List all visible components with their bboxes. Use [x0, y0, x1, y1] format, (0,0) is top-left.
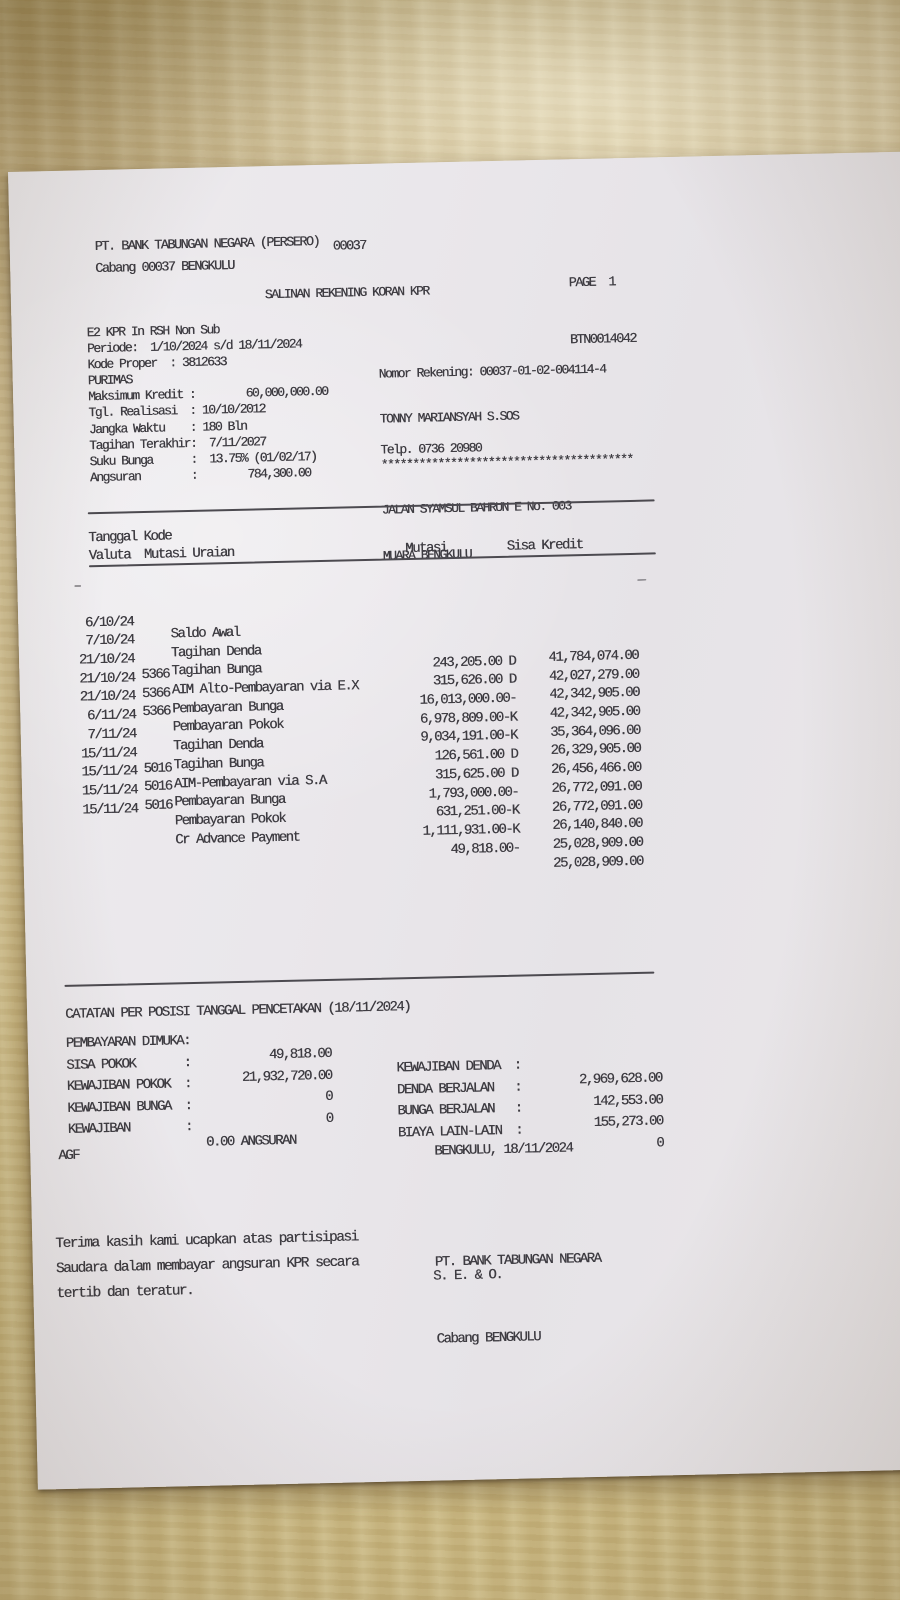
signature-block: PT. BANK TABUNGAN NEGARA Cabang BENGKULU [433, 1196, 603, 1404]
txn-balance: 26,140,840.00 [552, 815, 643, 835]
transaction-table: Saldo Awal 41,784,074.00 6/10/24 Tagihan… [17, 568, 643, 871]
summary-top-rule [64, 971, 655, 987]
txn-amount: 49,818.00- [450, 840, 520, 858]
table-header-line1: Tanggal Kode [88, 528, 172, 547]
table-header-sisa-kredit: Sisa Kredit [506, 537, 583, 555]
account-number-line: Nomor Rekening: 00037-01-02-004114-4 [378, 361, 606, 382]
txn-amount: 631,251.00-K [435, 802, 519, 821]
summary-right-label: BIAYA LAIN-LAIN : [397, 1122, 523, 1141]
txn-date: 15/11/24 [82, 800, 138, 819]
txn-balance: 26,772,091.00 [551, 797, 642, 816]
signature-branch: Cabang BENGKULU [436, 1328, 541, 1348]
document-title: SALINAN REKENING KORAN KPR [264, 283, 429, 303]
txn-date [68, 595, 133, 596]
txn-description: Cr Advance Payment [175, 829, 300, 848]
txn-balance: 25,028,909.00 [552, 853, 643, 872]
txn-amount: 1,111,931.00-K [422, 821, 520, 840]
txn-balance: 25,028,909.00 [552, 834, 643, 853]
phone-line: Telp. 0736 20980 [380, 440, 482, 458]
loan-info-left: E2 KPR In RSH Non Sub Periode: 1/10/2024 … [86, 320, 329, 486]
txn-description: Pembayaran Pokok [174, 810, 286, 830]
stray-dash-mark: – [73, 578, 81, 595]
summary-left-value: 0.00 ANGSURAN [205, 1132, 296, 1151]
summary-table: PEMBAYARAN DIMUKA: 49,818.00 KEWAJIBAN D… [65, 1006, 664, 1151]
table-header-line2: Valuta Mutasi Uraian [88, 544, 234, 565]
summary-left-label: KEWAJIBAN : [67, 1119, 193, 1138]
branch-code: 00037 [332, 238, 366, 255]
place-date-line: BENGKULU, 18/11/2024 [434, 1140, 573, 1160]
stray-underscore-mark: _ [637, 567, 645, 584]
bank-statement-paper: PT. BANK TABUNGAN NEGARA (PERSERO) Caban… [8, 151, 900, 1490]
agf-label: AGF [58, 1147, 80, 1165]
seo-label: S. E. & O. [432, 1267, 503, 1285]
bank-name-line: PT. BANK TABUNGAN NEGARA (PERSERO) [94, 234, 320, 256]
customer-name: TONNY MARIANSYAH S.SOS [379, 408, 519, 428]
thank-you-paragraph: Terima kasih kami ucapkan atas partisipa… [55, 1225, 359, 1307]
page-number: PAGE 1 [568, 275, 616, 292]
table-header-mutasi: Mutasi [405, 540, 447, 558]
branch-line: Cabang 00037 BENGKULU [95, 258, 235, 278]
